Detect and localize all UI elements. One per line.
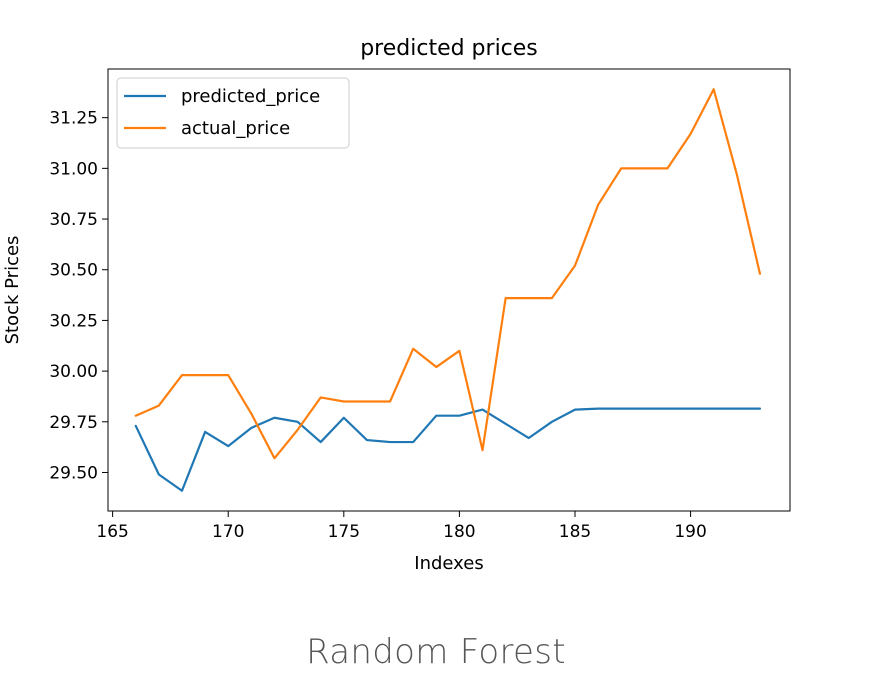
x-tick-label: 175 [328,522,360,542]
x-tick-label: 185 [559,522,591,542]
y-tick-label: 31.25 [49,109,98,129]
y-tick-label: 29.75 [49,413,98,433]
line-chart: 165 170 175 180 185 190 29.50 29.75 30.00 30.25 3… [2,36,791,574]
legend: predicted_price actual_price [116,77,350,149]
y-tick-label: 30.00 [49,362,98,382]
y-tick-label: 30.50 [49,261,98,281]
chart-title: predicted prices [360,36,538,61]
series-line-predicted-price [134,407,762,492]
y-tick-label: 29.50 [49,463,98,483]
x-tick-label: 180 [443,522,475,542]
y-tick-label: 31.00 [49,159,98,179]
y-tick-label: 30.25 [49,311,98,331]
x-axis-ticks: 165 170 175 180 185 190 [96,511,707,542]
x-tick-label: 165 [96,522,128,542]
series-lines [134,88,762,492]
legend-label-predicted: predicted_price [181,86,320,107]
x-tick-label: 170 [212,522,244,542]
legend-box [116,77,350,149]
figure-caption: Random Forest [306,632,566,672]
series-line-actual-price [134,88,762,460]
y-tick-label: 30.75 [49,210,98,230]
y-axis-ticks: 29.50 29.75 30.00 30.25 30.50 30.75 31.00 31.25 [49,109,108,483]
legend-label-actual: actual_price [181,118,290,139]
x-axis-label: Indexes [414,553,483,574]
x-tick-label: 190 [674,522,706,542]
y-axis-label: Stock Prices [2,236,23,345]
